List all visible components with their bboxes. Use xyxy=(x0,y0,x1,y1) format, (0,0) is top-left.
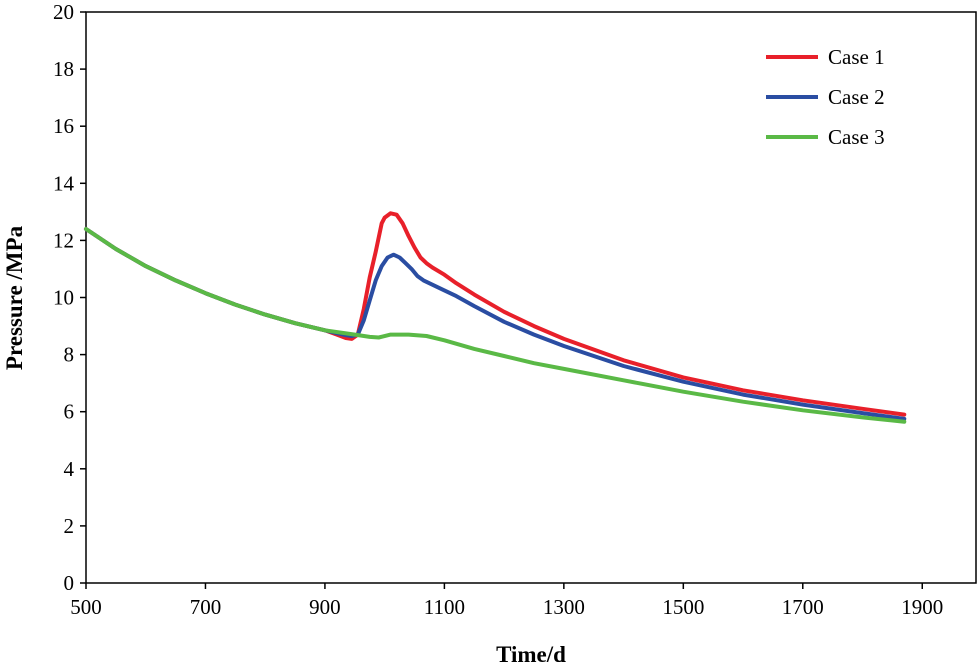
x-tick-label: 1900 xyxy=(901,595,943,619)
y-tick-label: 18 xyxy=(53,57,74,81)
legend-label-case-3: Case 3 xyxy=(828,125,885,149)
y-tick-label: 2 xyxy=(64,514,75,538)
legend-label-case-2: Case 2 xyxy=(828,85,885,109)
x-tick-label: 700 xyxy=(190,595,222,619)
x-axis-title: Time/d xyxy=(496,642,566,667)
series-line-case-3 xyxy=(84,227,907,424)
series-lines xyxy=(84,211,907,424)
y-tick-label: 4 xyxy=(64,457,75,481)
y-tick-label: 0 xyxy=(64,571,75,595)
x-axis-ticks: 500 700 900 1100 1300 1500 1700 1900 xyxy=(70,583,943,619)
x-tick-label: 500 xyxy=(70,595,102,619)
x-tick-label: 1100 xyxy=(424,595,465,619)
y-axis-ticks: 0 2 4 6 8 10 12 14 16 18 20 xyxy=(53,0,86,595)
y-axis-title: Pressure /MPa xyxy=(2,225,27,370)
series-line-case-2 xyxy=(84,227,907,421)
y-tick-label: 20 xyxy=(53,0,74,24)
legend: Case 1 Case 2 Case 3 xyxy=(766,45,885,149)
x-tick-label: 900 xyxy=(309,595,341,619)
legend-label-case-1: Case 1 xyxy=(828,45,885,69)
y-tick-label: 10 xyxy=(53,286,74,310)
y-tick-label: 14 xyxy=(53,171,75,195)
y-tick-label: 8 xyxy=(64,343,75,367)
x-tick-label: 1300 xyxy=(543,595,585,619)
x-tick-label: 1700 xyxy=(782,595,824,619)
x-tick-label: 1500 xyxy=(662,595,704,619)
y-tick-label: 6 xyxy=(64,400,75,424)
y-tick-label: 12 xyxy=(53,228,74,252)
y-tick-label: 16 xyxy=(53,114,74,138)
series-line-case-1 xyxy=(84,211,907,417)
